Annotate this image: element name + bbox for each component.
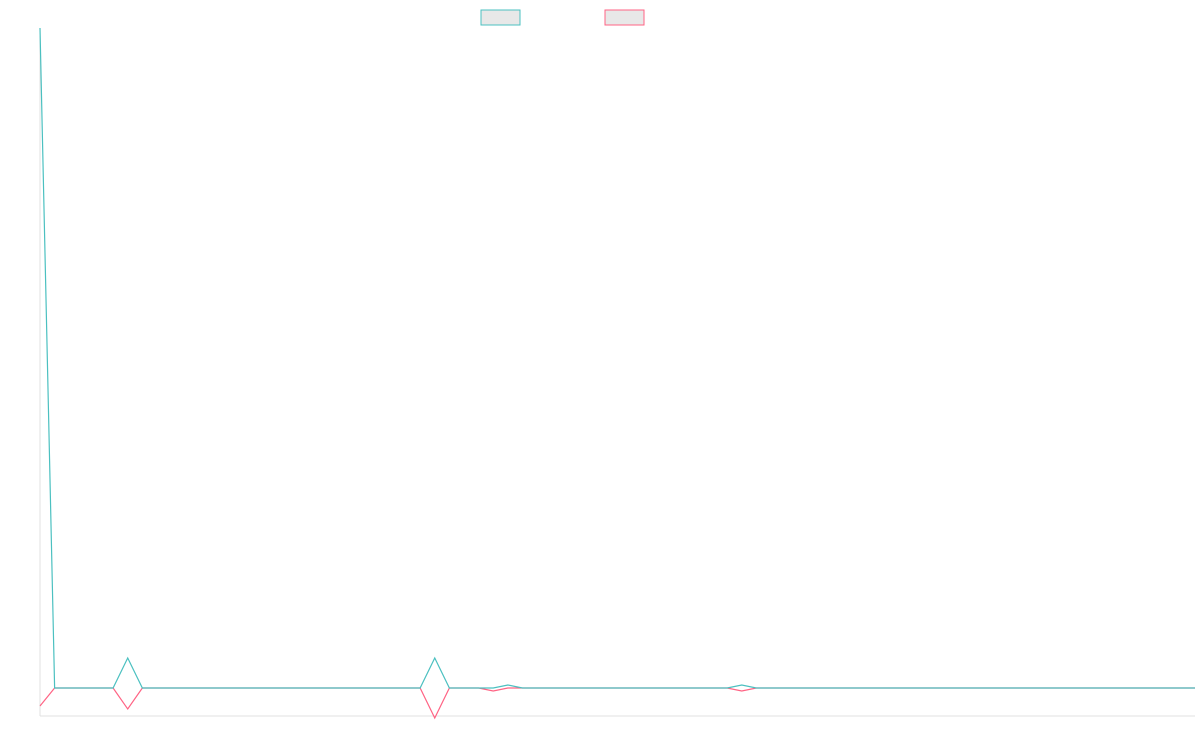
chart-axes [39,36,1195,717]
legend-swatch-series-1[interactable] [480,9,521,26]
series-line-1 [39,27,1195,689]
legend-swatch-series-2[interactable] [604,9,645,26]
series-line-2 [39,687,1195,720]
chart-legend[interactable] [480,9,645,26]
series-layer [39,27,1195,720]
